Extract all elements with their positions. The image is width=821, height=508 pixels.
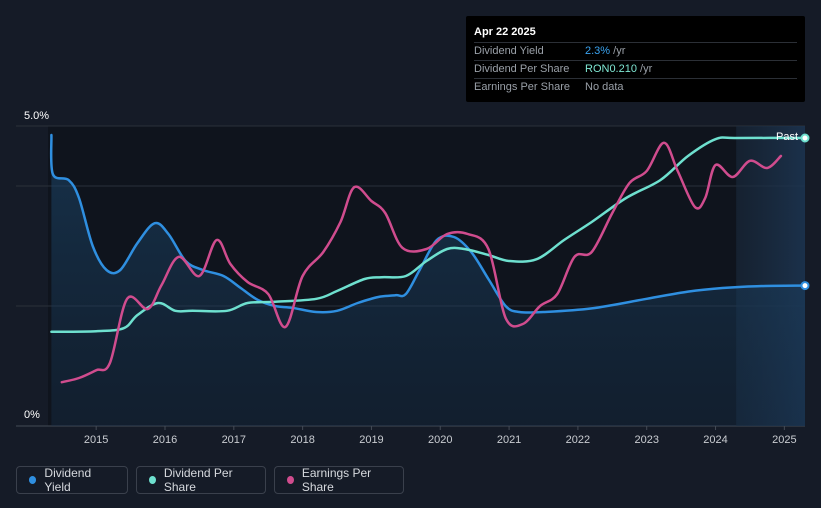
chart-end-markers xyxy=(800,133,810,291)
tooltip-unit: /yr xyxy=(610,45,626,57)
legend-earnings-per-share[interactable]: Earnings Per Share xyxy=(274,466,404,494)
legend-dividend-yield[interactable]: Dividend Yield xyxy=(16,466,128,494)
dividend-per-share-line xyxy=(50,136,807,334)
tooltip-date: Apr 22 2025 xyxy=(474,26,536,38)
legend-dot-icon xyxy=(149,476,156,484)
chart-axes: 5.0% 0% 2015 2016 2017 2018 2019 2020 2021 2022 20… xyxy=(24,110,797,446)
tooltip-unit: No data xyxy=(585,81,624,93)
tooltip-row-dividend-yield: Dividend Yield 2.3% /yr xyxy=(474,42,797,60)
tooltip-row-dividend-per-share: Dividend Per Share RON0.210 /yr xyxy=(474,60,797,78)
dividend-yield-line xyxy=(49,133,807,314)
x-tick-label: 2016 xyxy=(153,434,177,446)
dividend-yield-end-marker xyxy=(800,281,810,291)
tooltip-value: No data xyxy=(585,79,624,96)
tooltip-row-earnings-per-share: Earnings Per Share No data xyxy=(474,78,797,96)
tooltip-label: Dividend Yield xyxy=(474,45,544,57)
tooltip-number: 2.3% xyxy=(585,45,611,57)
y-tick-label: 0% xyxy=(24,409,40,421)
x-tick-label: 2024 xyxy=(703,434,727,446)
legend-dot-icon xyxy=(29,476,37,484)
x-tick-label: 2025 xyxy=(772,434,796,446)
legend-label: Dividend Per Share xyxy=(163,466,233,494)
x-tick-label: 2018 xyxy=(290,434,314,446)
tooltip-label: Earnings Per Share xyxy=(474,81,570,93)
chart-series xyxy=(49,133,807,426)
tooltip-number: RON0.210 xyxy=(585,63,637,75)
y-tick-label: 5.0% xyxy=(24,110,49,122)
dividend-per-share-end-marker xyxy=(800,133,810,143)
tooltip-value: 2.3% /yr xyxy=(585,43,625,60)
past-label: Past xyxy=(776,131,798,143)
x-tick-label: 2015 xyxy=(84,434,108,446)
tooltip-panel: Apr 22 2025 Dividend Yield 2.3% /yr Divi… xyxy=(466,16,805,102)
dividend-yield-area xyxy=(51,135,805,426)
legend-dot-icon xyxy=(287,476,294,484)
x-tick-label: 2021 xyxy=(497,434,521,446)
x-tick-label: 2020 xyxy=(428,434,452,446)
earnings-per-share-line xyxy=(60,141,783,384)
x-tick-label: 2022 xyxy=(566,434,590,446)
legend-label: Dividend Yield xyxy=(44,466,92,494)
tooltip-label: Dividend Per Share xyxy=(474,63,570,75)
x-tick-label: 2019 xyxy=(359,434,383,446)
x-tick-label: 2023 xyxy=(634,434,658,446)
tooltip-value: RON0.210 /yr xyxy=(585,61,652,78)
tooltip-unit: /yr xyxy=(636,63,653,75)
legend-label: Earnings Per Share xyxy=(301,466,372,494)
x-tick-label: 2017 xyxy=(222,434,246,446)
legend-dividend-per-share[interactable]: Dividend Per Share xyxy=(136,466,266,494)
